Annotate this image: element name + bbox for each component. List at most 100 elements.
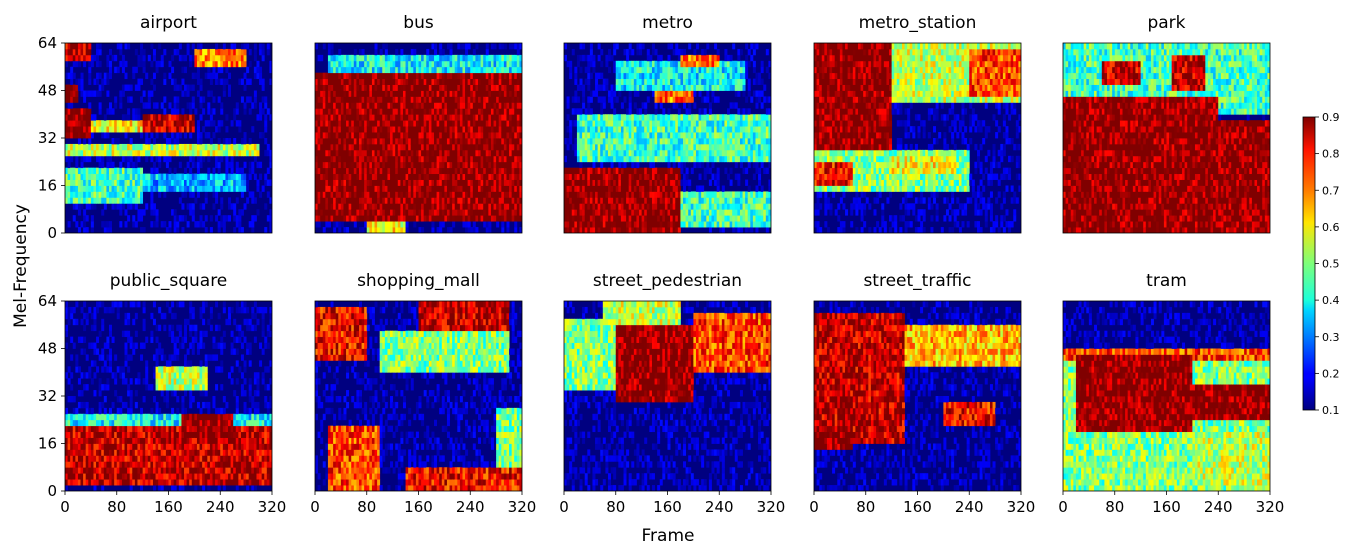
heatmap-cell <box>462 191 466 198</box>
heatmap-cell <box>431 149 435 157</box>
heatmap-cell <box>628 108 632 115</box>
heatmap-cell <box>405 209 409 216</box>
heatmap-cell <box>111 138 115 145</box>
heatmap-cell <box>675 43 679 50</box>
heatmap-cell <box>248 138 252 145</box>
heatmap-cell <box>317 102 321 109</box>
heatmap-cell <box>441 114 445 121</box>
heatmap-cell <box>189 84 193 91</box>
heatmap-cell <box>683 54 687 62</box>
heatmap-cell <box>315 96 318 103</box>
heatmap-cell <box>327 72 331 80</box>
heatmap-cell <box>483 120 487 127</box>
heatmap-cell <box>142 209 146 216</box>
heatmap-cell <box>449 43 453 50</box>
heatmap-cell <box>371 96 375 103</box>
heatmap-cell <box>106 185 110 192</box>
heatmap-cell <box>199 54 203 62</box>
heatmap-cell <box>636 138 640 145</box>
heatmap-cell <box>322 78 326 85</box>
heatmap-cell <box>587 126 591 133</box>
heatmap-cell <box>446 215 450 222</box>
heatmap-cell <box>338 143 342 151</box>
heatmap-cell <box>641 155 645 163</box>
heatmap-cell <box>618 167 622 175</box>
heatmap-cell <box>467 173 471 180</box>
heatmap-cell <box>132 215 136 222</box>
heatmap-cell <box>358 114 362 121</box>
y-tick-label: 16 <box>38 177 57 195</box>
heatmap-cell <box>615 60 619 68</box>
heatmap-cell <box>444 215 448 222</box>
heatmap-cell <box>353 48 357 56</box>
heatmap-cell <box>670 114 674 121</box>
heatmap-cell <box>579 120 583 127</box>
heatmap-cell <box>462 72 466 80</box>
heatmap-cell <box>209 227 213 233</box>
heatmap-cell <box>101 221 105 228</box>
heatmap-cell <box>462 155 466 163</box>
heatmap-cell <box>85 108 89 115</box>
heatmap-cell <box>358 215 362 222</box>
heatmap-cell <box>493 167 497 175</box>
heatmap-cell <box>395 191 399 198</box>
heatmap-cell <box>103 120 107 127</box>
heatmap-cell <box>315 173 318 180</box>
heatmap-cell <box>483 126 487 133</box>
heatmap-cell <box>592 60 596 68</box>
heatmap-cell <box>579 132 583 139</box>
heatmap-cell <box>470 84 474 91</box>
heatmap-cell <box>132 161 136 169</box>
heatmap-cell <box>196 60 200 68</box>
heatmap-cell <box>623 114 627 121</box>
heatmap-cell <box>72 191 76 198</box>
heatmap-cell <box>346 78 350 85</box>
heatmap-cell <box>191 72 195 80</box>
heatmap-cell <box>516 209 520 216</box>
heatmap-cell <box>67 221 71 228</box>
heatmap-cell <box>467 138 471 145</box>
heatmap-cell <box>459 43 463 50</box>
heatmap-cell <box>222 60 226 68</box>
heatmap-cell <box>628 66 632 74</box>
heatmap-cell <box>646 60 650 68</box>
heatmap-cell <box>338 126 342 133</box>
heatmap-cell <box>217 149 221 157</box>
heatmap-cell <box>361 155 365 163</box>
heatmap-cell <box>651 120 655 127</box>
heatmap-cell <box>111 149 115 157</box>
heatmap-cell <box>509 84 513 91</box>
heatmap-cell <box>101 185 105 192</box>
heatmap-cell <box>85 197 89 204</box>
heatmap-cell <box>343 203 347 210</box>
heatmap-cell <box>600 48 604 56</box>
heatmap-cell <box>235 161 239 169</box>
heatmap-cell <box>222 90 226 97</box>
heatmap-cell <box>83 114 87 121</box>
heatmap-cell <box>392 90 396 97</box>
heatmap-cell <box>246 179 250 186</box>
heatmap-cell <box>465 209 469 216</box>
heatmap-cell <box>675 209 679 216</box>
heatmap-cell <box>243 138 247 145</box>
heatmap-cell <box>212 173 216 180</box>
heatmap-cell <box>426 191 430 198</box>
heatmap-cell <box>379 126 383 133</box>
heatmap-cell <box>597 167 601 175</box>
heatmap-cell <box>119 173 123 180</box>
heatmap-cell <box>675 126 679 133</box>
heatmap-cell <box>325 185 329 192</box>
heatmap-cell <box>615 114 619 121</box>
heatmap-cell <box>390 84 394 91</box>
heatmap-cell <box>628 209 632 216</box>
heatmap-cell <box>397 191 401 198</box>
heatmap-cell <box>636 155 640 163</box>
heatmap-cell <box>509 132 513 139</box>
heatmap-cell <box>566 185 570 192</box>
heatmap-cell <box>209 48 213 56</box>
heatmap-cell <box>83 209 87 216</box>
heatmap-cell <box>67 43 71 50</box>
heatmap-cell <box>472 90 476 97</box>
heatmap-cell <box>426 90 430 97</box>
heatmap-cell <box>106 155 110 163</box>
